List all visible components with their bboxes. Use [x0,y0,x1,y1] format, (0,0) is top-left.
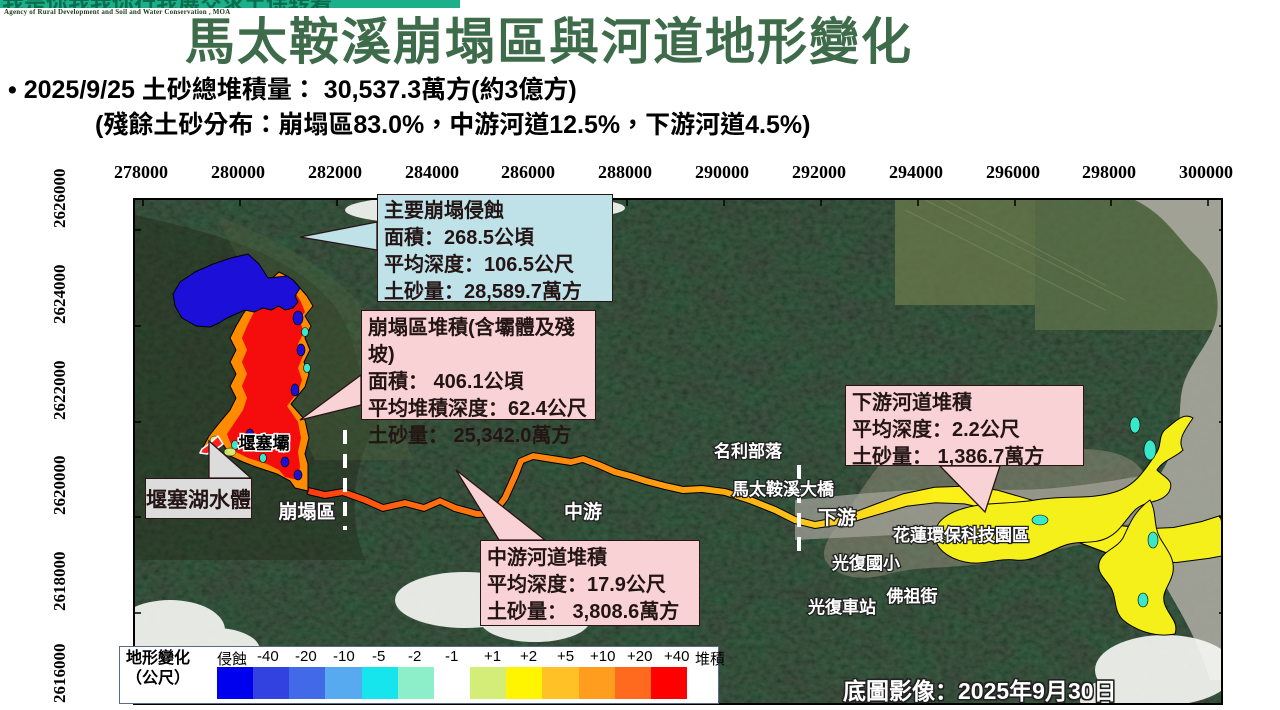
svg-text:崩塌區: 崩塌區 [278,500,335,523]
svg-text:堰塞壩: 堰塞壩 [239,433,290,453]
svg-text:花蓮環保科技園區: 花蓮環保科技園區 [893,525,1029,545]
svg-text:光復國小: 光復國小 [831,553,900,573]
svg-text:馬太鞍溪大橋: 馬太鞍溪大橋 [732,479,835,499]
svg-text:光復車站: 光復車站 [807,597,876,617]
svg-text:下游: 下游 [818,506,856,529]
svg-text:中游: 中游 [564,500,602,523]
svg-text:名利部落: 名利部落 [714,441,783,461]
svg-text:佛祖街: 佛祖街 [886,586,938,606]
